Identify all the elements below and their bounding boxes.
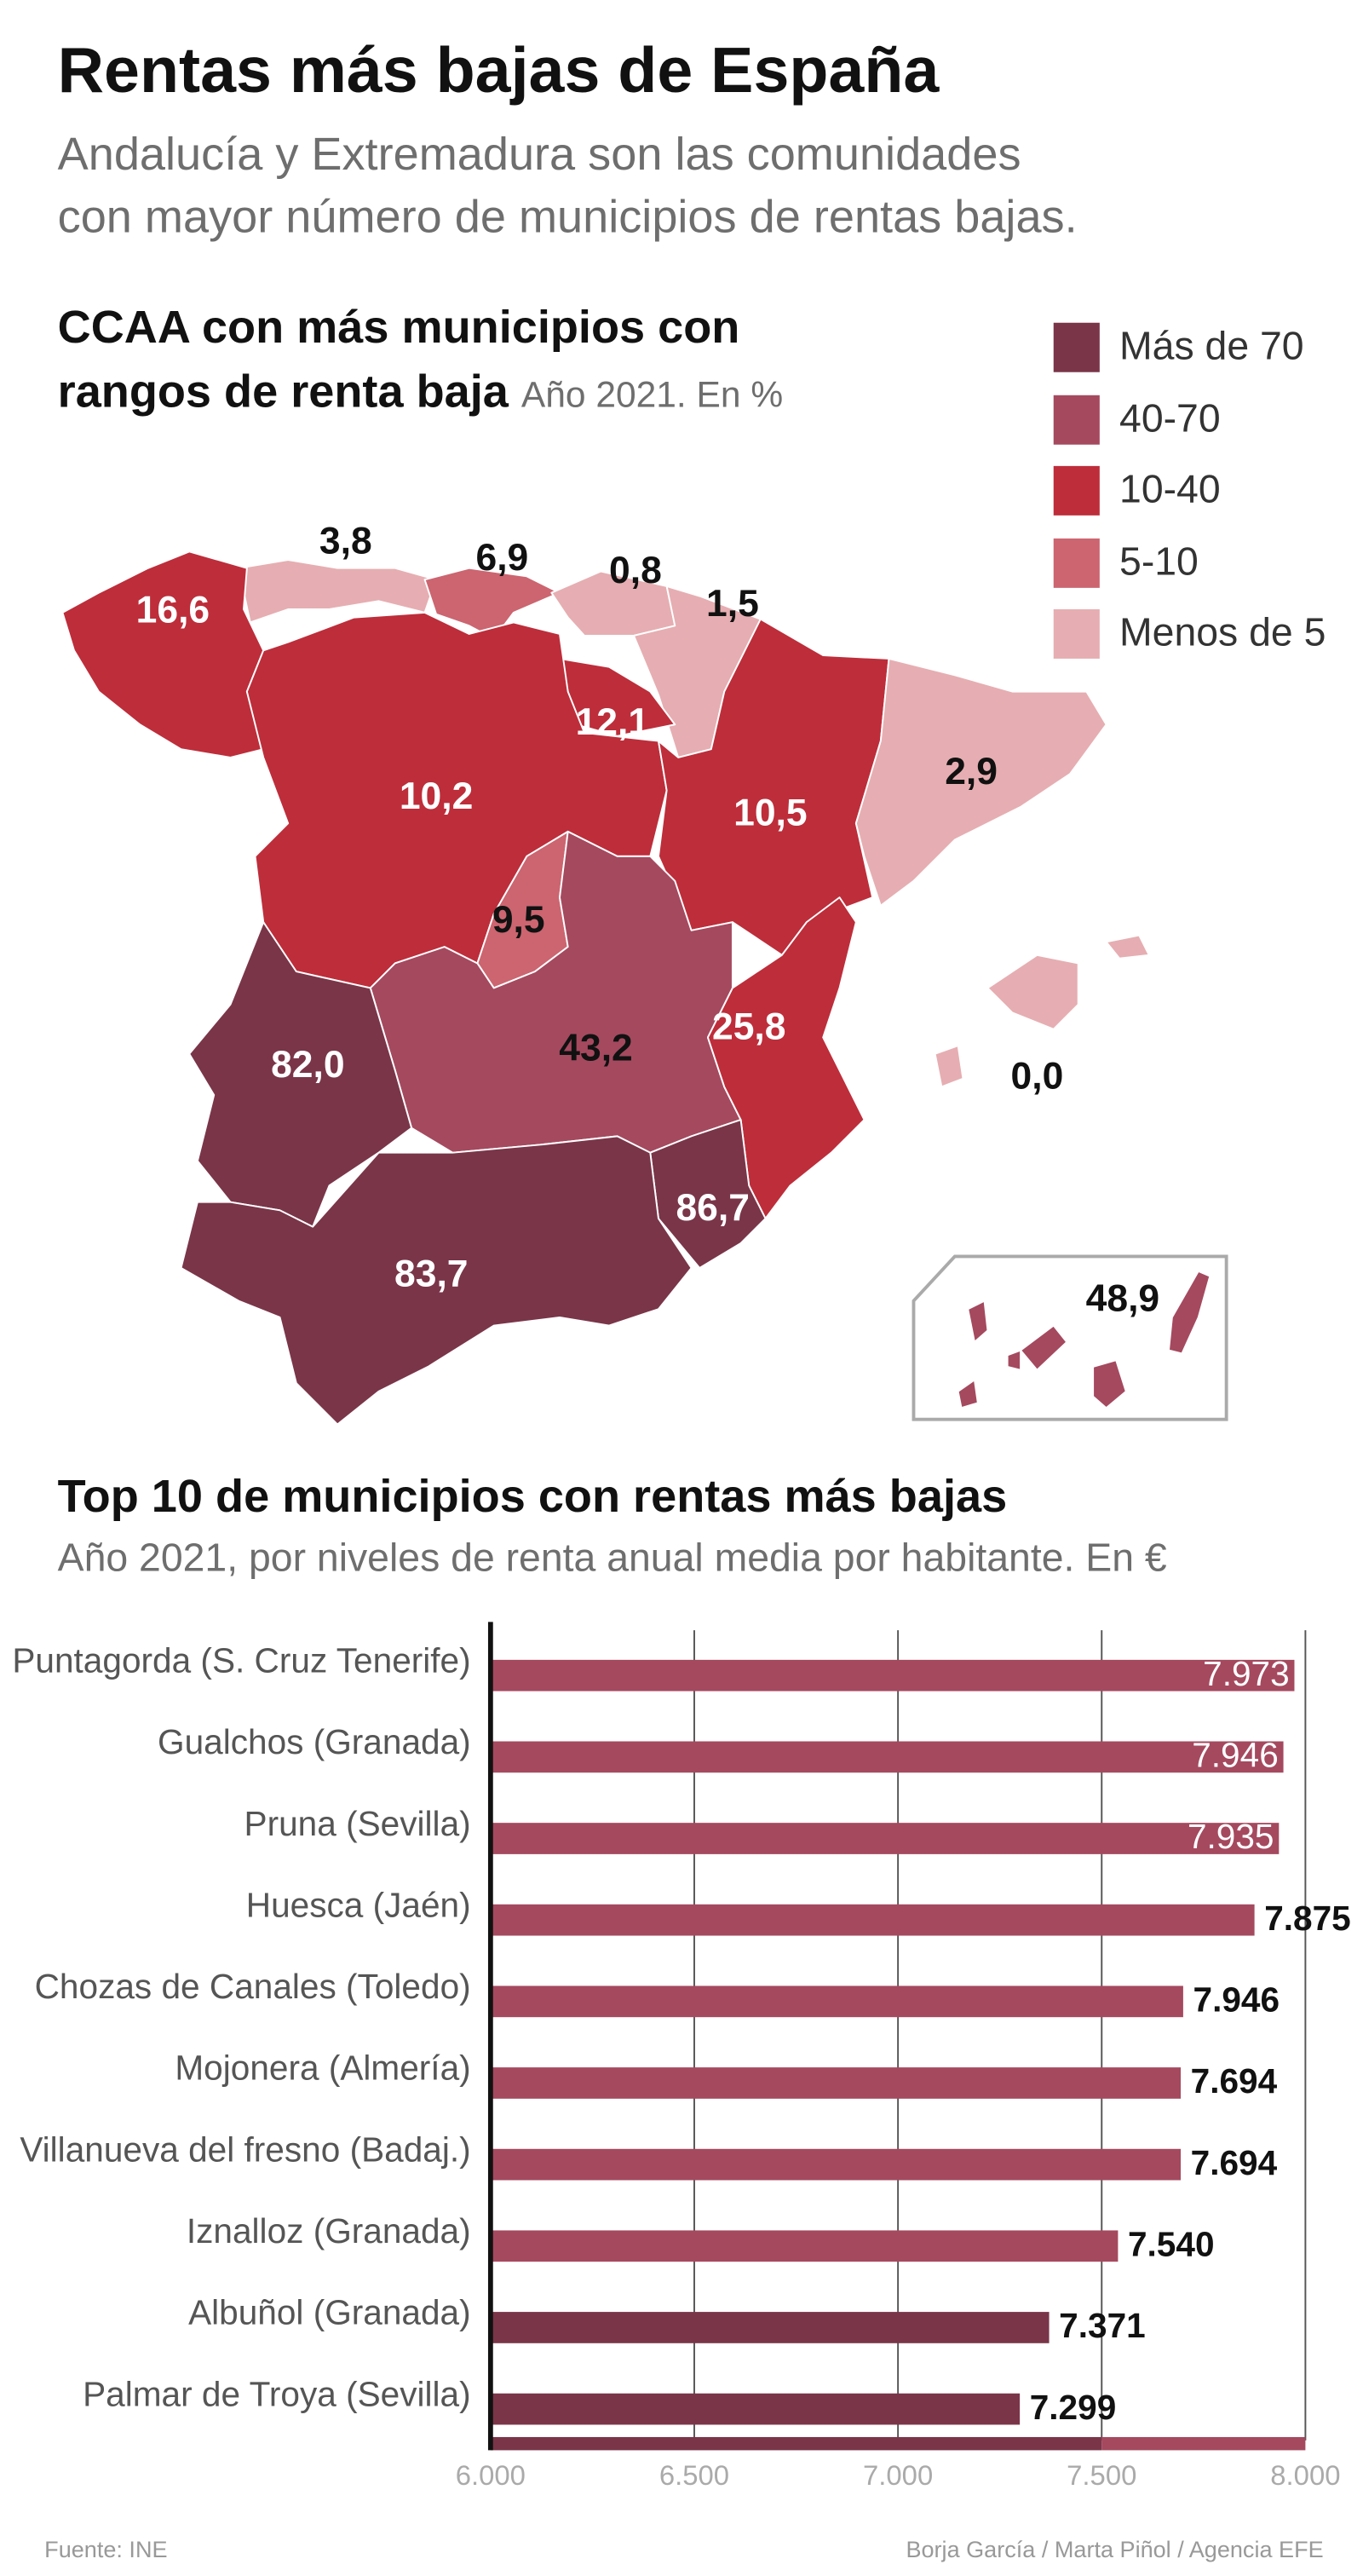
legend-swatch bbox=[1053, 465, 1100, 516]
map-note: Año 2021. En % bbox=[520, 373, 784, 415]
map-heading-2-text: rangos de renta baja bbox=[57, 365, 509, 417]
bar bbox=[490, 2148, 1182, 2181]
axis-band-dark bbox=[490, 2436, 1102, 2451]
x-tick-label: 6.500 bbox=[659, 2459, 729, 2491]
region-canarias bbox=[1092, 1359, 1127, 1409]
legend-label: Más de 70 bbox=[1119, 324, 1304, 369]
canarias-inset-frame bbox=[912, 1254, 1228, 1421]
region-value-baleares: 0,0 bbox=[1011, 1055, 1064, 1097]
region-canarias bbox=[1006, 1349, 1022, 1371]
category-label: Albuñol (Granada) bbox=[188, 2293, 471, 2332]
region-canarias bbox=[1020, 1324, 1068, 1371]
region-canarias bbox=[1168, 1270, 1211, 1355]
legend-swatch bbox=[1053, 537, 1100, 587]
map-heading-1: CCAA con más municipios con bbox=[57, 301, 740, 353]
region-baleares bbox=[934, 1045, 964, 1088]
bar-value-label: 7.299 bbox=[1030, 2388, 1117, 2427]
region-value-pais-vasco: 0,8 bbox=[609, 550, 662, 591]
region-cataluna bbox=[854, 657, 1107, 907]
category-label: Iznalloz (Granada) bbox=[187, 2211, 471, 2250]
spain-map: 3,8 6,9 0,8 1,5 16,6 12,1 10,2 10,5 2,9 9,5 43,2 82… bbox=[61, 520, 1228, 1426]
bar-value-label: 7.694 bbox=[1191, 2143, 1278, 2182]
bar bbox=[490, 2312, 1050, 2343]
legend-label: 40-70 bbox=[1119, 395, 1221, 441]
bar bbox=[490, 1741, 1284, 1773]
category-label: Huesca (Jaén) bbox=[246, 1885, 471, 1924]
bar-value-label: 7.935 bbox=[1188, 1817, 1274, 1856]
legend-label: 10-40 bbox=[1119, 467, 1221, 512]
region-baleares bbox=[1105, 934, 1150, 960]
region-value-cantabria: 6,9 bbox=[475, 537, 528, 579]
region-cantabria bbox=[423, 567, 561, 640]
region-value-la-rioja: 12,1 bbox=[576, 701, 650, 743]
category-label: Chozas de Canales (Toledo) bbox=[35, 1967, 471, 2006]
region-value-extremadura: 82,0 bbox=[271, 1044, 344, 1086]
bar bbox=[490, 1659, 1295, 1691]
legend-label: Menos de 5 bbox=[1119, 610, 1326, 656]
legend-swatch bbox=[1053, 394, 1100, 444]
category-label: Mojonera (Almería) bbox=[175, 2049, 470, 2088]
bar bbox=[490, 1823, 1280, 1854]
bar-value-label: 7.875 bbox=[1264, 1899, 1351, 1938]
bar bbox=[490, 2393, 1021, 2425]
bar-value-label: 7.946 bbox=[1192, 1736, 1279, 1775]
region-murcia bbox=[649, 1119, 767, 1269]
x-tick-label: 7.500 bbox=[1067, 2459, 1136, 2491]
category-label: Palmar de Troya (Sevilla) bbox=[83, 2374, 471, 2413]
region-value-canarias: 48,9 bbox=[1086, 1277, 1160, 1319]
region-canarias bbox=[967, 1300, 989, 1343]
map-heading-2: rangos de renta baja Año 2021. En % bbox=[58, 366, 784, 418]
region-baleares bbox=[986, 954, 1079, 1030]
legend-swatch bbox=[1053, 608, 1100, 659]
region-value-castilla-la-mancha: 43,2 bbox=[559, 1028, 633, 1069]
bar-value-label: 7.371 bbox=[1059, 2306, 1146, 2345]
region-value-murcia: 86,7 bbox=[676, 1187, 750, 1229]
legend-label: 5-10 bbox=[1119, 539, 1199, 585]
category-label: Puntagorda (S. Cruz Tenerife) bbox=[12, 1640, 470, 1680]
region-value-cataluna: 2,9 bbox=[945, 751, 998, 792]
region-canarias bbox=[957, 1379, 979, 1409]
region-value-navarra: 1,5 bbox=[706, 583, 759, 625]
x-tick-label: 7.000 bbox=[863, 2459, 933, 2491]
region-value-aragon: 10,5 bbox=[733, 792, 808, 833]
chart-subtitle: Año 2021, por niveles de renta anual med… bbox=[57, 1536, 1167, 1582]
bar-value-label: 7.973 bbox=[1203, 1654, 1290, 1693]
bar-value-label: 7.694 bbox=[1191, 2061, 1278, 2101]
category-label: Gualchos (Granada) bbox=[158, 1722, 471, 1761]
region-value-galicia: 16,6 bbox=[136, 590, 210, 631]
category-label: Pruna (Sevilla) bbox=[244, 1804, 471, 1843]
region-value-andalucia: 83,7 bbox=[394, 1253, 469, 1294]
legend-swatch bbox=[1053, 322, 1100, 372]
bar bbox=[490, 2067, 1182, 2099]
x-tick-label: 6.000 bbox=[456, 2459, 526, 2491]
subtitle-line-1: Andalucía y Extremadura son las comunida… bbox=[57, 128, 1021, 180]
bar-value-label: 7.946 bbox=[1193, 1980, 1280, 2020]
bar bbox=[490, 1985, 1183, 2018]
bar bbox=[490, 1904, 1255, 1936]
bar-value-label: 7.540 bbox=[1128, 2224, 1215, 2263]
region-valencia bbox=[706, 896, 866, 1219]
region-value-madrid: 9,5 bbox=[492, 899, 545, 941]
region-value-asturias: 3,8 bbox=[319, 520, 372, 562]
bar bbox=[490, 2230, 1119, 2262]
page-title: Rentas más bajas de España bbox=[57, 36, 940, 107]
axis-band-light bbox=[1101, 2436, 1306, 2451]
region-value-valencia: 25,8 bbox=[712, 1006, 786, 1047]
credits: Borja García / Marta Piñol / Agencia EFE bbox=[906, 2535, 1324, 2562]
region-andalucia bbox=[180, 1135, 693, 1426]
region-value-castilla-leon: 10,2 bbox=[400, 775, 473, 817]
source: Fuente: INE bbox=[44, 2535, 168, 2562]
category-label: Villanueva del fresno (Badaj.) bbox=[20, 2129, 470, 2169]
x-tick-label: 8.000 bbox=[1270, 2459, 1340, 2491]
subtitle-line-2: con mayor número de municipios de rentas… bbox=[57, 191, 1078, 243]
chart-title: Top 10 de municipios con rentas más baja… bbox=[57, 1470, 1008, 1522]
